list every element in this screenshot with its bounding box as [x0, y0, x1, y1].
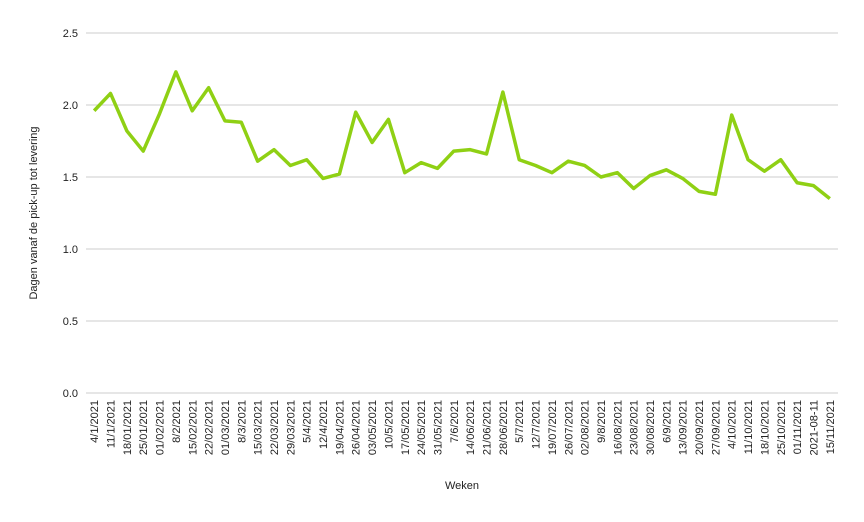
- x-tick-label: 26/04/2021: [351, 400, 363, 455]
- y-axis-title: Dagen vanaf de pick-up tot levering: [28, 126, 40, 299]
- x-tick-label: 13/09/2021: [678, 400, 690, 455]
- x-tick-label: 01/11/2021: [792, 400, 804, 454]
- x-tick-label: 11/1/2021: [106, 400, 118, 448]
- y-tick-label: 1.0: [63, 244, 78, 256]
- x-tick-label: 25/01/2021: [138, 400, 150, 455]
- y-tick-label: 0.5: [63, 316, 78, 328]
- y-tick-label: 0.0: [63, 388, 78, 400]
- x-tick-label: 29/03/2021: [285, 400, 297, 455]
- x-tick-label: 22/03/2021: [269, 400, 281, 455]
- x-tick-label: 15/02/2021: [187, 400, 199, 455]
- x-tick-label: 15/11/2021: [825, 400, 837, 454]
- x-tick-label: 12/4/2021: [318, 400, 330, 449]
- x-tick-label: 03/05/2021: [367, 400, 379, 455]
- y-tick-label: 2.5: [63, 28, 78, 40]
- x-tick-label: 12/7/2021: [531, 400, 543, 449]
- x-tick-label: 8/3/2021: [236, 400, 248, 443]
- x-tick-label: 16/08/2021: [612, 400, 624, 455]
- x-tick-label: 02/08/2021: [580, 400, 592, 455]
- x-tick-label: 10/5/2021: [383, 400, 395, 449]
- x-tick-label: 2021-08-11: [808, 400, 820, 455]
- x-tick-label: 26/07/2021: [563, 400, 575, 455]
- x-tick-label: 7/6/2021: [449, 400, 461, 443]
- x-tick-label: 9/8/2021: [596, 400, 608, 443]
- data-line: [92, 70, 831, 200]
- x-tick-label: 6/9/2021: [661, 400, 673, 443]
- x-tick-label: 24/05/2021: [416, 400, 428, 455]
- x-tick-label: 19/04/2021: [334, 400, 346, 455]
- x-tick-label: 27/09/2021: [710, 400, 722, 455]
- x-tick-label: 23/08/2021: [629, 400, 641, 455]
- x-tick-label: 5/4/2021: [302, 400, 314, 443]
- x-tick-label: 5/7/2021: [514, 400, 526, 443]
- x-tick-label: 8/2/2021: [171, 400, 183, 443]
- x-tick-label: 01/02/2021: [155, 400, 167, 455]
- x-tick-label: 31/05/2021: [432, 400, 444, 455]
- x-tick-label: 4/1/2021: [89, 400, 101, 443]
- x-tick-label: 17/05/2021: [400, 400, 412, 455]
- x-tick-label: 18/01/2021: [122, 400, 134, 455]
- x-tick-label: 14/06/2021: [465, 400, 477, 455]
- x-tick-label: 01/03/2021: [220, 400, 232, 455]
- y-tick-label: 1.5: [63, 172, 78, 184]
- x-tick-label: 18/10/2021: [759, 400, 771, 455]
- x-tick-label: 28/06/2021: [498, 400, 510, 455]
- y-tick-label: 2.0: [63, 100, 78, 112]
- x-tick-label: 11/10/2021: [743, 400, 755, 454]
- x-tick-label: 15/03/2021: [253, 400, 265, 455]
- x-tick-label: 25/10/2021: [776, 400, 788, 455]
- x-tick-label: 19/07/2021: [547, 400, 559, 455]
- x-tick-label: 22/02/2021: [204, 400, 216, 455]
- x-tick-label: 4/10/2021: [727, 400, 739, 449]
- x-tick-label: 30/08/2021: [645, 400, 657, 455]
- x-tick-label: 21/06/2021: [482, 400, 494, 455]
- x-axis-title: Weken: [445, 480, 479, 492]
- x-tick-label: 20/09/2021: [694, 400, 706, 455]
